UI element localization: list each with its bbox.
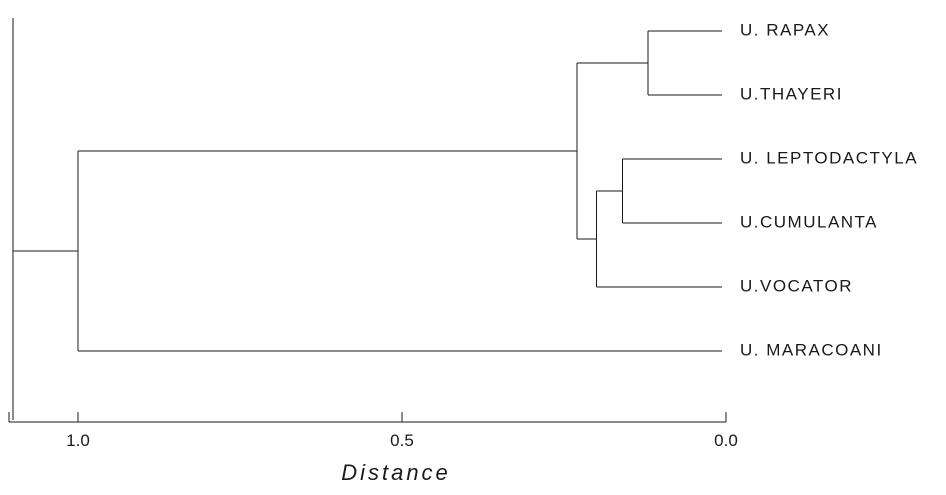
tick-label-1.0: 1.0 [66, 431, 90, 450]
leaf-label-leptodactyla: U. LEPTODACTYLA [740, 148, 918, 167]
tick-label-0.5: 0.5 [390, 431, 414, 450]
tick-label-0.0: 0.0 [714, 431, 738, 450]
axis-title: Distance [341, 460, 451, 485]
leaf-labels: U. RAPAX U.THAYERI U. LEPTODACTYLA U.CUMULA… [740, 20, 918, 359]
leaf-label-rapax: U. RAPAX [740, 20, 830, 39]
dendrogram-branches [12, 18, 722, 420]
leaf-label-vocator: U.VOCATOR [740, 276, 853, 295]
axis-ticks: 1.0 0.5 0.0 [8, 412, 738, 450]
leaf-label-cumulanta: U.CUMULANTA [740, 212, 878, 231]
leaf-label-maracoani: U. MARACOANI [740, 340, 883, 359]
leaf-label-thayeri: U.THAYERI [740, 84, 843, 103]
distance-axis: 1.0 0.5 0.0 Distance [8, 412, 738, 485]
